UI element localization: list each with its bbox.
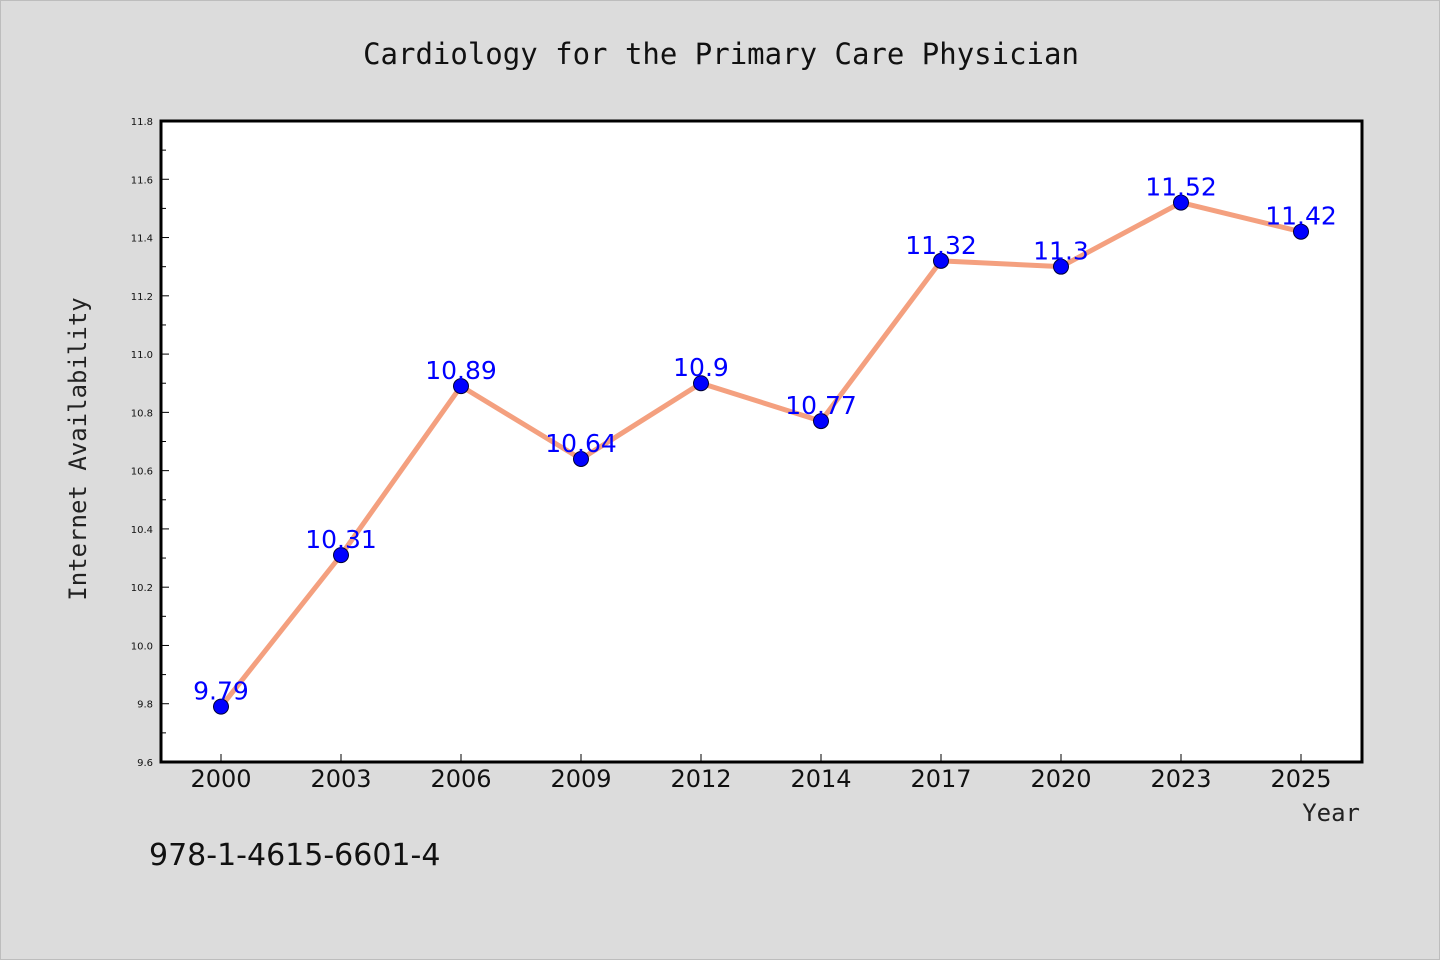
data-label: 11.52 [1145,173,1217,202]
data-label: 10.31 [305,525,377,554]
x-tick-label: 2009 [550,765,611,793]
data-point [333,547,349,564]
y-axis: 9.6 9.8 10.0 10.2 10.4 10.6 10.8 11.0 11.2 11.4 11… [131,117,169,769]
data-label: 10.9 [673,353,729,382]
footnote: 978-1-4615-6601-4 [149,838,440,873]
chart-title: Cardiology for the Primary Care Physicia… [363,37,1079,71]
data-point [1173,194,1189,211]
data-label: 10.64 [545,429,617,458]
y-tick-label: 10.4 [131,525,153,536]
data-label: 11.32 [905,231,977,260]
data-label: 11.3 [1033,237,1089,266]
data-point [813,413,829,430]
y-tick-label: 11.4 [131,234,153,245]
x-tick-label: 2012 [670,765,731,793]
data-point [1053,258,1069,275]
plot-area [159,119,1364,764]
y-tick-label: 9.6 [137,758,153,769]
y-tick-label: 10.6 [131,467,153,478]
series-line [219,200,1302,709]
x-tick-label: 2017 [910,765,971,793]
data-label: 10.77 [785,391,857,420]
x-tick-label: 2023 [1150,765,1211,793]
data-point [693,375,709,392]
y-tick-label: 9.8 [137,700,153,711]
x-tick-label: 2006 [430,765,491,793]
data-point [933,252,949,269]
x-tick-label: 2014 [790,765,851,793]
y-tick-label: 10.0 [131,641,153,652]
x-axis: 2000 2003 2006 2009 2012 2014 2017 2020 2023 2025 [190,754,1332,793]
data-point [213,698,229,715]
y-tick-label: 11.8 [131,117,153,128]
y-tick-label: 11.0 [131,350,153,361]
x-tick-label: 2003 [310,765,371,793]
x-tick-label: 2025 [1270,765,1331,793]
y-tick-label: 10.8 [131,408,153,419]
data-label: 10.89 [425,356,497,385]
y-tick-label: 11.6 [131,175,153,186]
series-layer: 9.79 10.31 10.89 10.64 10.9 10.77 11.32 11.3 11.… [193,173,1337,715]
x-tick-label: 2000 [190,765,251,793]
data-label: 9.79 [193,677,249,706]
data-point [573,450,589,467]
data-label: 11.42 [1265,202,1337,231]
data-point [453,378,469,395]
y-tick-label: 11.2 [131,292,153,303]
y-axis-label: Internet Availability [64,297,92,600]
y-tick-label: 10.2 [131,583,153,594]
x-axis-label: Year [1302,799,1360,827]
data-point [1293,223,1309,240]
x-tick-label: 2020 [1030,765,1091,793]
